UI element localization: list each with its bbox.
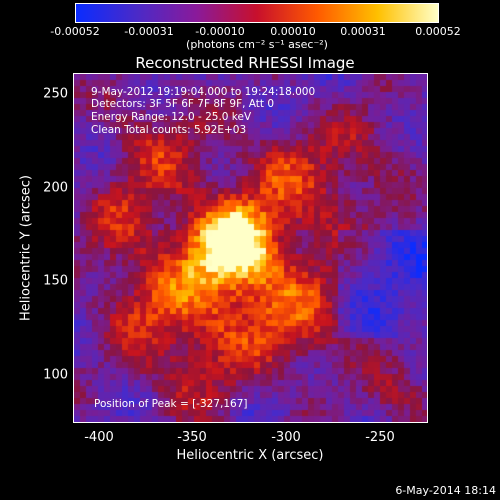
image-panel xyxy=(73,73,428,423)
x-tick-label: -250 xyxy=(365,430,395,445)
solar-image-map xyxy=(74,74,427,422)
x-tick-label: -350 xyxy=(177,430,207,445)
y-tick-label: 100 xyxy=(43,367,68,383)
colorbar-tick: 0.00031 xyxy=(340,25,386,38)
x-tick-label: -300 xyxy=(271,430,301,445)
colorbar-units: (photons cm⁻² s⁻¹ asec⁻²) xyxy=(186,38,328,51)
info-peak-position: Position of Peak = [-327,167] xyxy=(94,398,248,410)
y-tick-label: 150 xyxy=(43,273,68,289)
colorbar xyxy=(75,3,439,23)
colorbar-tick: -0.00052 xyxy=(50,25,100,38)
colorbar-tick: 0.00052 xyxy=(415,25,461,38)
date-stamp: 6-May-2014 18:14 xyxy=(395,484,496,497)
info-detectors: Detectors: 3F 5F 6F 7F 8F 9F, Att 0 xyxy=(91,98,275,110)
colorbar-tick: -0.00010 xyxy=(195,25,245,38)
colorbar-tick: 0.00010 xyxy=(270,25,316,38)
y-tick-label: 250 xyxy=(43,86,68,102)
colorbar-tick: -0.00031 xyxy=(124,25,174,38)
info-clean: Clean Total counts: 5.92E+03 xyxy=(91,124,247,136)
x-axis-label: Heliocentric X (arcsec) xyxy=(176,448,324,463)
info-energy: Energy Range: 12.0 - 25.0 keV xyxy=(91,111,252,123)
y-axis-label: Heliocentric Y (arcsec) xyxy=(18,175,34,321)
plot-title: Reconstructed RHESSI Image xyxy=(135,54,355,72)
info-time-range: 9-May-2012 19:19:04.000 to 19:24:18.000 xyxy=(91,86,316,98)
x-tick-label: -400 xyxy=(84,430,114,445)
y-tick-label: 200 xyxy=(43,180,68,196)
